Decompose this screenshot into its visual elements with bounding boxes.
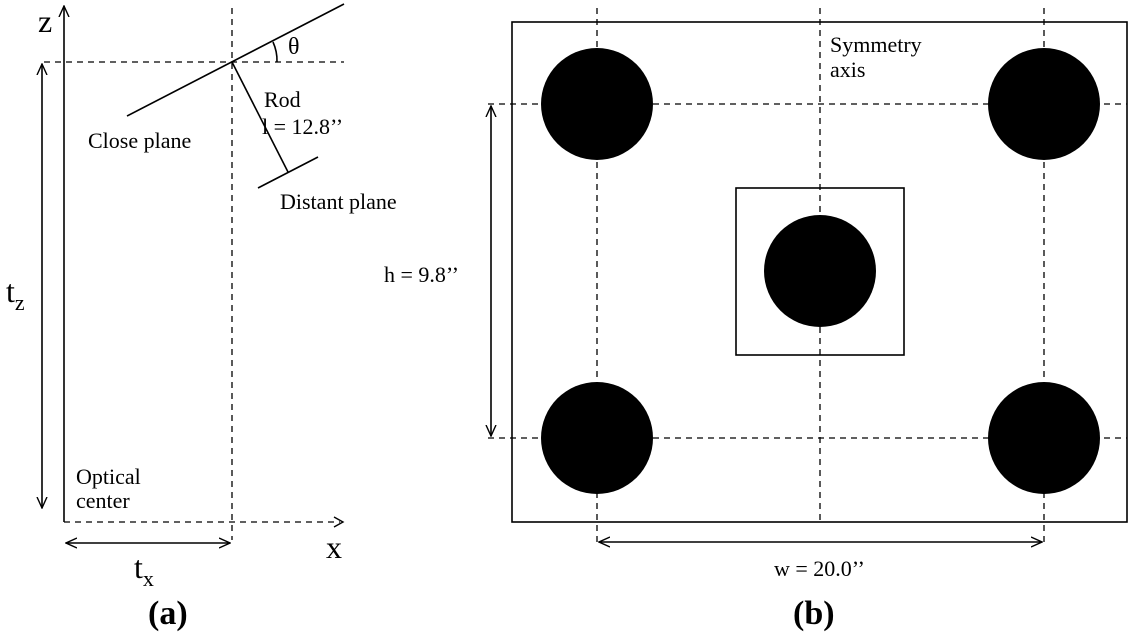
- dot-bottom-left: [541, 382, 653, 494]
- panel-b-caption: (b): [793, 595, 835, 632]
- optical-center-label-line2: center: [76, 488, 130, 513]
- rod-length-label: l = 12.8’’: [262, 114, 343, 139]
- dot-top-right: [988, 48, 1100, 160]
- x-axis-arrowhead: [333, 516, 345, 528]
- rod-label: Rod: [264, 87, 301, 112]
- panel-a: z x θ Rod l = 12.8’’ Close plane Distant…: [6, 3, 397, 632]
- height-label: h = 9.8’’: [384, 262, 459, 287]
- distant-plane-label: Distant plane: [280, 189, 397, 214]
- symmetry-axis-label-line2: axis: [830, 57, 865, 82]
- z-axis-label: z: [38, 3, 52, 39]
- dot-center: [764, 215, 876, 327]
- close-plane-line: [126, 3, 345, 117]
- x-axis-label: x: [326, 529, 342, 565]
- dot-top-left: [541, 48, 653, 160]
- tx-label: tx: [134, 549, 154, 591]
- width-label: w = 20.0’’: [774, 556, 865, 581]
- close-plane-label: Close plane: [88, 128, 191, 153]
- dot-bottom-right: [988, 382, 1100, 494]
- theta-label: θ: [288, 34, 300, 60]
- rod-line: [231, 61, 289, 173]
- panel-b: Symmetry axis h = 9.8’’ w = 20.0’’ (b): [384, 8, 1128, 632]
- optical-center-label-line1: Optical: [76, 464, 141, 489]
- panel-a-caption: (a): [148, 595, 188, 632]
- theta-arc: [272, 41, 278, 63]
- distant-plane-line: [257, 156, 319, 189]
- symmetry-axis-label-line1: Symmetry: [830, 32, 922, 57]
- tz-label: tz: [6, 273, 25, 315]
- center-square: [735, 187, 905, 356]
